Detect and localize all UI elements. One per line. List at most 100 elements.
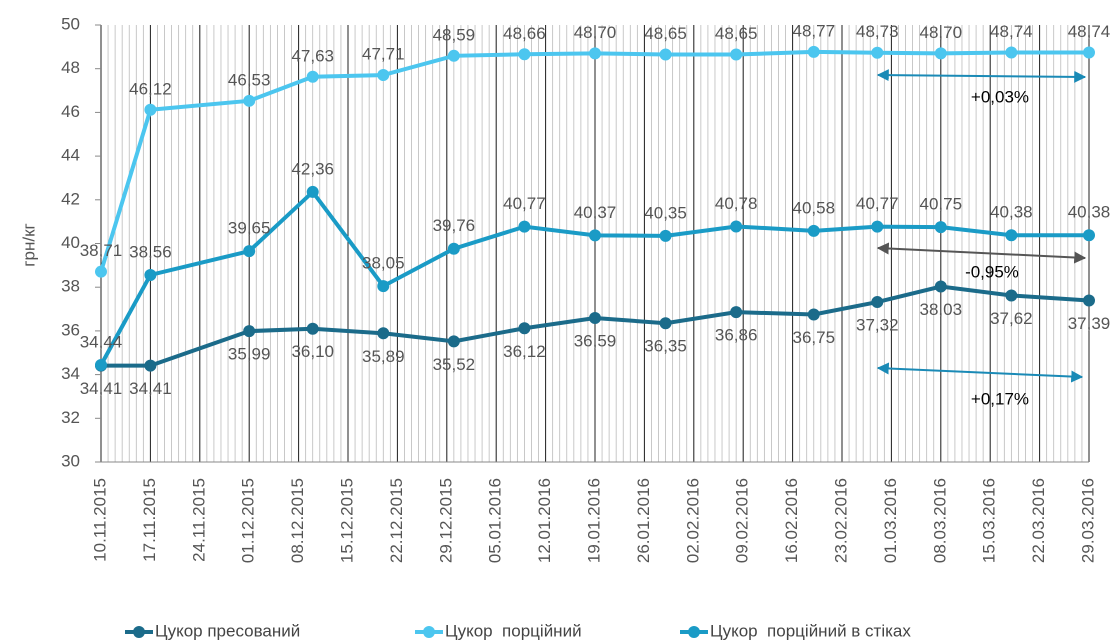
value-label: 38,03: [920, 300, 963, 319]
legend-label: Цукор порційний: [445, 621, 582, 640]
point: [730, 306, 743, 319]
point: [377, 69, 390, 82]
value-label: 48,74: [990, 22, 1033, 41]
legend-marker: [688, 626, 700, 638]
value-label: 40,75: [920, 195, 963, 214]
y-tick-label: 32: [61, 408, 80, 427]
point: [144, 103, 157, 116]
value-label: 40,37: [574, 203, 617, 222]
y-axis-label: грн/кг: [19, 223, 38, 266]
point: [306, 185, 319, 198]
point: [934, 47, 947, 60]
point: [730, 220, 743, 233]
point: [659, 48, 672, 61]
point: [1083, 294, 1095, 307]
y-tick-label: 36: [61, 320, 80, 339]
value-label: 40,35: [644, 203, 687, 222]
value-label: 34,41: [80, 379, 123, 398]
value-label: 35,52: [433, 355, 476, 374]
point: [95, 358, 107, 371]
point: [1083, 229, 1095, 242]
y-tick-label: 34: [61, 364, 80, 383]
point: [306, 70, 319, 83]
point: [871, 296, 884, 309]
value-label: 42,36: [291, 159, 334, 178]
value-label: 37,32: [856, 316, 899, 335]
point: [447, 49, 460, 62]
annotation: -0,95%: [965, 262, 1019, 281]
x-tick-label: 24.11.2015: [189, 478, 208, 562]
x-tick-label: 01.03.2016: [881, 478, 900, 563]
value-label: 36,59: [574, 331, 617, 350]
value-label: 36,12: [503, 342, 546, 361]
point: [377, 280, 390, 293]
value-label: 46,53: [228, 70, 271, 89]
value-label: 48,74: [1068, 22, 1111, 41]
x-tick-label: 29.03.2016: [1078, 478, 1097, 563]
value-label: 47,71: [362, 45, 405, 64]
x-tick-label: 12.01.2016: [535, 478, 554, 563]
value-label: 48,70: [920, 23, 963, 42]
point: [589, 47, 601, 60]
point: [243, 94, 256, 107]
legend-label: Цукор пресований: [155, 621, 300, 640]
point: [518, 48, 531, 61]
value-label: 34,44: [80, 332, 123, 351]
annotation-arrow: [876, 362, 1084, 383]
value-label: 36,10: [291, 342, 334, 361]
point: [934, 280, 947, 293]
x-tick-label: 08.12.2015: [288, 478, 307, 563]
value-label: 36,86: [715, 326, 758, 345]
point: [871, 46, 884, 59]
x-tick-label: 08.03.2016: [930, 478, 949, 563]
value-label: 40,77: [856, 194, 899, 213]
value-label: 37,62: [990, 309, 1033, 328]
value-label: 35,99: [228, 345, 271, 364]
annotation-arrow: [876, 69, 1087, 83]
value-label: 48,65: [715, 24, 758, 43]
y-tick-label: 50: [61, 14, 80, 33]
point: [243, 325, 256, 338]
point: [243, 245, 256, 258]
x-tick-label: 26.01.2016: [634, 478, 653, 563]
value-label: 48,73: [856, 22, 899, 41]
y-tick-label: 38: [61, 277, 80, 296]
value-label: 48,66: [503, 24, 546, 43]
value-label: 48,65: [644, 24, 687, 43]
x-tick-label: 05.01.2016: [486, 478, 505, 563]
point: [934, 221, 947, 234]
value-label: 38,56: [129, 242, 172, 261]
point: [1005, 46, 1018, 59]
point: [518, 220, 531, 233]
value-label: 34,41: [129, 379, 172, 398]
point: [518, 322, 531, 335]
y-tick-label: 44: [61, 146, 80, 165]
x-tick-label: 01.12.2015: [239, 478, 258, 563]
point: [589, 312, 601, 325]
y-tick-label: 42: [61, 189, 80, 208]
value-label: 46,12: [129, 79, 172, 98]
point: [807, 308, 820, 321]
value-label: 40,38: [1068, 203, 1111, 222]
point: [730, 48, 743, 61]
value-label: 48,70: [574, 23, 617, 42]
annotation-arrow: [876, 242, 1087, 264]
value-label: 37,39: [1068, 314, 1111, 333]
x-tick-label: 23.02.2016: [831, 478, 850, 563]
y-tick-label: 40: [61, 233, 80, 252]
point: [807, 224, 820, 237]
x-tick-label: 16.02.2016: [782, 478, 801, 563]
value-label: 38,05: [362, 254, 405, 273]
value-label: 36,35: [644, 337, 687, 356]
x-tick-label: 22.12.2015: [387, 478, 406, 563]
point: [447, 335, 460, 348]
value-label: 40,77: [503, 194, 546, 213]
value-label: 39,65: [228, 219, 271, 238]
point: [659, 229, 672, 242]
x-tick-label: 22.03.2016: [1029, 478, 1048, 563]
point: [95, 265, 107, 278]
value-label: 39,76: [433, 216, 476, 235]
annotation: +0,03%: [971, 87, 1029, 106]
value-label: 48,77: [792, 21, 835, 40]
